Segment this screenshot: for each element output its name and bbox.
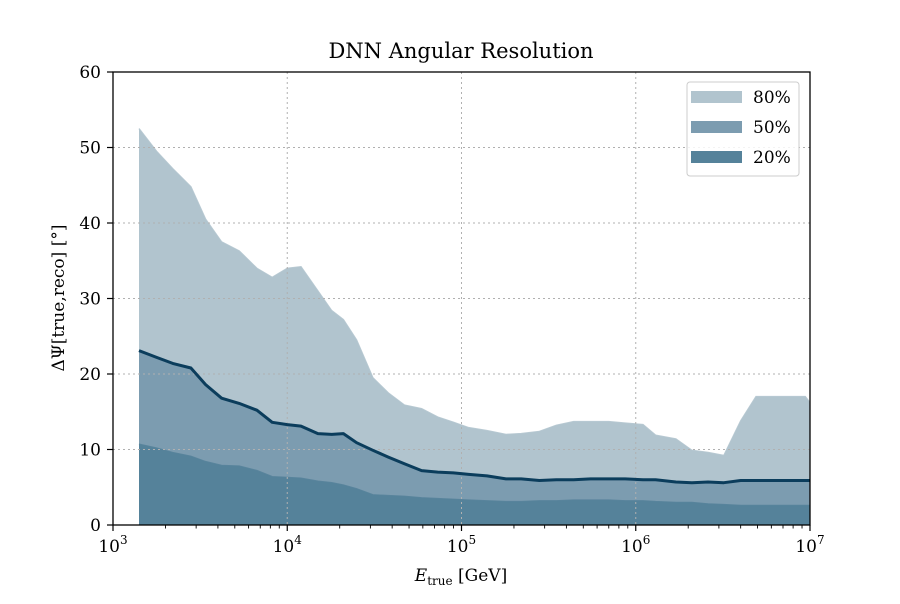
x-tick-label: 105 (447, 533, 476, 557)
y-tick-label: 0 (90, 516, 101, 536)
area-80-percent (139, 128, 810, 525)
y-tick-label: 30 (79, 290, 101, 310)
x-tick-label: 103 (98, 533, 127, 557)
area-20-percent (139, 444, 810, 525)
chart-title: DNN Angular Resolution (328, 39, 593, 63)
y-tick-label: 10 (79, 441, 101, 461)
x-axis-ticks: 103 104 105 106 107 (98, 525, 825, 557)
legend-label: 80% (753, 88, 791, 108)
legend-swatch-80-percent (691, 91, 742, 103)
area-edge-20-percent (138, 443, 810, 507)
x-tick-label: 106 (621, 533, 650, 557)
y-tick-label: 50 (79, 139, 101, 159)
median-line (138, 349, 810, 485)
area-edge-80-percent (138, 128, 811, 457)
legend-swatch-20-percent (691, 151, 742, 163)
y-tick-label: 20 (79, 365, 101, 385)
y-axis-title: ΔΨ[true,reco] [°] (49, 225, 69, 372)
y-axis-ticks: 0 10 20 30 40 50 60 (79, 63, 113, 536)
median-line-path (138, 349, 810, 485)
legend: 80% 50% 20% (686, 81, 800, 177)
x-tick-label: 104 (273, 533, 303, 557)
legend-label: 20% (753, 148, 791, 168)
legend-swatch-50-percent (691, 121, 742, 133)
legend-label: 50% (753, 118, 791, 138)
y-tick-label: 60 (79, 63, 101, 83)
y-tick-label: 40 (79, 214, 101, 234)
x-tick-label: 107 (795, 533, 824, 557)
x-axis-title: Etrue [GeV] (414, 566, 507, 588)
